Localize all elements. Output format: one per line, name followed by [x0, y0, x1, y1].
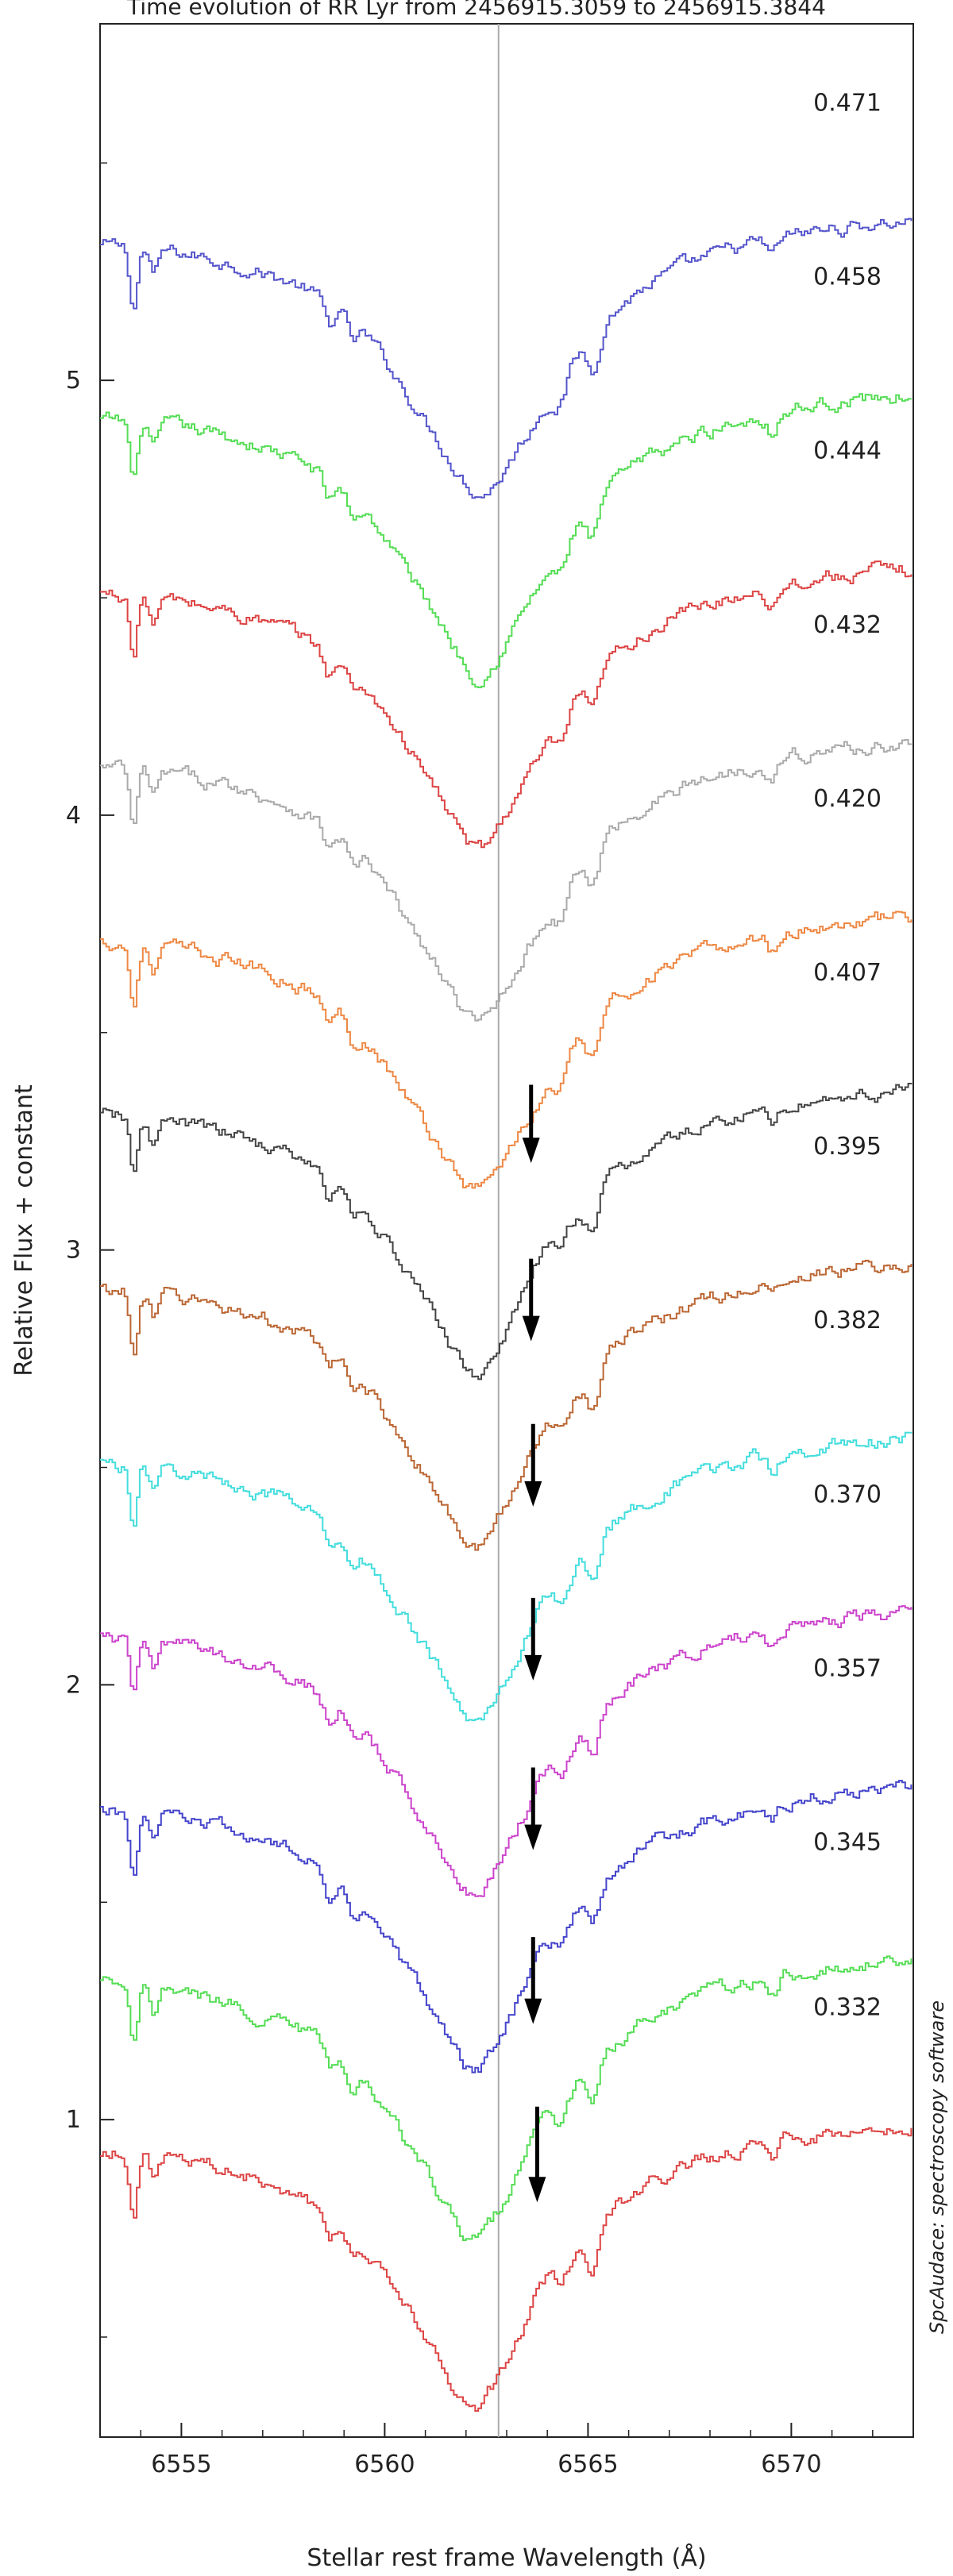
spectrum-series-0.458	[100, 393, 912, 688]
spectrum-series-0.420	[100, 911, 912, 1189]
phase-label: 0.382	[813, 1307, 882, 1334]
y-tick-label: 2	[66, 1671, 81, 1699]
spectrum-series-0.357	[100, 1780, 912, 2074]
phase-label: 0.420	[813, 785, 882, 813]
phase-label: 0.407	[813, 959, 882, 987]
spectrum-series-0.471	[100, 218, 912, 499]
y-tick-label: 1	[66, 2106, 81, 2134]
y-tick-label: 4	[66, 802, 81, 830]
spectrum-series-0.444	[100, 560, 912, 849]
spectrum-series-0.432	[100, 739, 912, 1022]
x-tick-label: 6570	[761, 2451, 821, 2478]
x-axis-label: Stellar rest frame Wavelength (Å)	[307, 2543, 706, 2572]
x-tick-label: 6565	[558, 2451, 618, 2478]
y-tick-label: 5	[66, 367, 81, 395]
phase-label: 0.332	[813, 1994, 882, 2022]
spectrum-series-0.382	[100, 1431, 912, 1722]
software-credit: SpcAudace: spectroscopy software	[926, 2000, 948, 2334]
feature-arrow	[522, 1258, 540, 1342]
feature-arrow	[524, 1767, 542, 1850]
feature-arrow	[522, 1084, 540, 1164]
spectrum-series-0.345	[100, 1955, 912, 2241]
spectrum-series-0.395	[100, 1259, 912, 1551]
x-tick-label: 6555	[151, 2451, 211, 2478]
phase-label: 0.370	[813, 1481, 882, 1508]
plot-frame	[99, 23, 914, 2438]
phase-label: 0.471	[813, 90, 882, 117]
phase-label: 0.395	[813, 1133, 882, 1161]
spectrum-series-0.407	[100, 1083, 912, 1380]
phase-label: 0.357	[813, 1654, 882, 1682]
spectrum-series-0.370	[100, 1605, 912, 1897]
phase-label: 0.345	[813, 1829, 882, 1857]
feature-arrow	[528, 2106, 546, 2203]
x-tick-label: 6560	[354, 2451, 415, 2478]
spectrum-series-0.332	[100, 2127, 912, 2412]
chart-title: Time evolution of RR Lyr from 2456915.30…	[126, 0, 826, 20]
y-tick-label: 3	[66, 1237, 81, 1265]
feature-arrow	[524, 1597, 542, 1681]
phase-label: 0.458	[813, 264, 882, 291]
phase-label: 0.444	[813, 437, 882, 465]
feature-arrow	[524, 1937, 542, 2024]
y-axis-label: Relative Flux + constant	[10, 1084, 38, 1377]
phase-label: 0.432	[813, 611, 882, 639]
feature-arrow	[524, 1423, 542, 1507]
